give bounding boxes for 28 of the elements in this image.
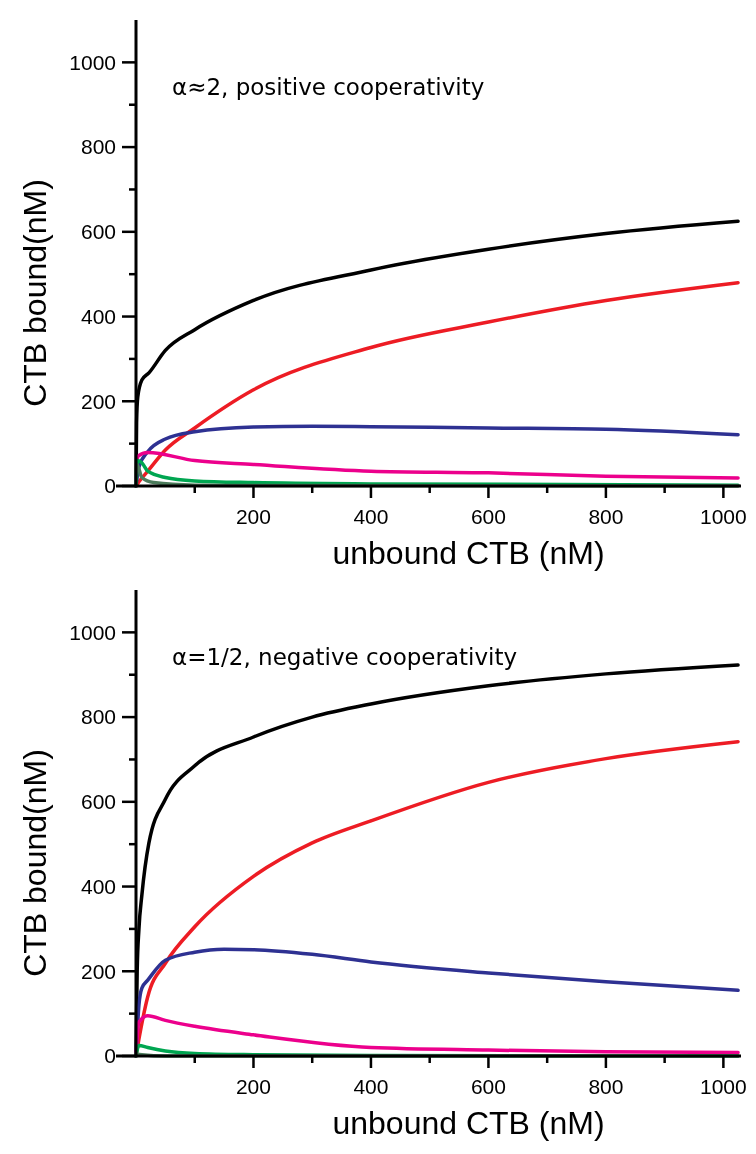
x-axis-title: unbound CTB (nM) <box>332 535 605 571</box>
y-tick-label: 200 <box>80 959 116 983</box>
annotation: α=1/2, negative cooperativity <box>172 644 518 670</box>
y-tick-label: 800 <box>80 135 116 159</box>
x-tick-label: 200 <box>235 1075 271 1098</box>
y-axis-title: CTB bound(nM) <box>17 749 53 977</box>
y-tick-label: 400 <box>80 304 116 328</box>
y-axis-title: CTB bound(nM) <box>17 179 53 407</box>
x-axis-title: unbound CTB (nM) <box>332 1105 605 1141</box>
y-tick-label: 1000 <box>69 50 116 74</box>
x-tick-label: 800 <box>588 1075 624 1098</box>
y-tick-label: 600 <box>80 790 116 814</box>
x-tick-label: 600 <box>470 505 506 528</box>
y-tick-label: 0 <box>104 1044 116 1068</box>
x-tick-label: 200 <box>235 505 271 528</box>
y-tick-label: 1000 <box>69 620 116 644</box>
x-tick-label: 800 <box>588 505 624 528</box>
y-tick-label: 400 <box>80 874 116 898</box>
y-tick-label: 200 <box>80 389 116 413</box>
x-tick-label: 400 <box>353 505 389 528</box>
x-tick-label: 600 <box>470 1075 506 1098</box>
x-tick-label: 400 <box>353 1075 389 1098</box>
y-tick-label: 800 <box>80 705 116 729</box>
x-tick-label: 1000 <box>700 1075 747 1098</box>
y-tick-label: 600 <box>80 220 116 244</box>
y-tick-label: 0 <box>104 474 116 498</box>
annotation: α≈2, positive cooperativity <box>172 74 485 100</box>
x-tick-label: 1000 <box>700 505 747 528</box>
